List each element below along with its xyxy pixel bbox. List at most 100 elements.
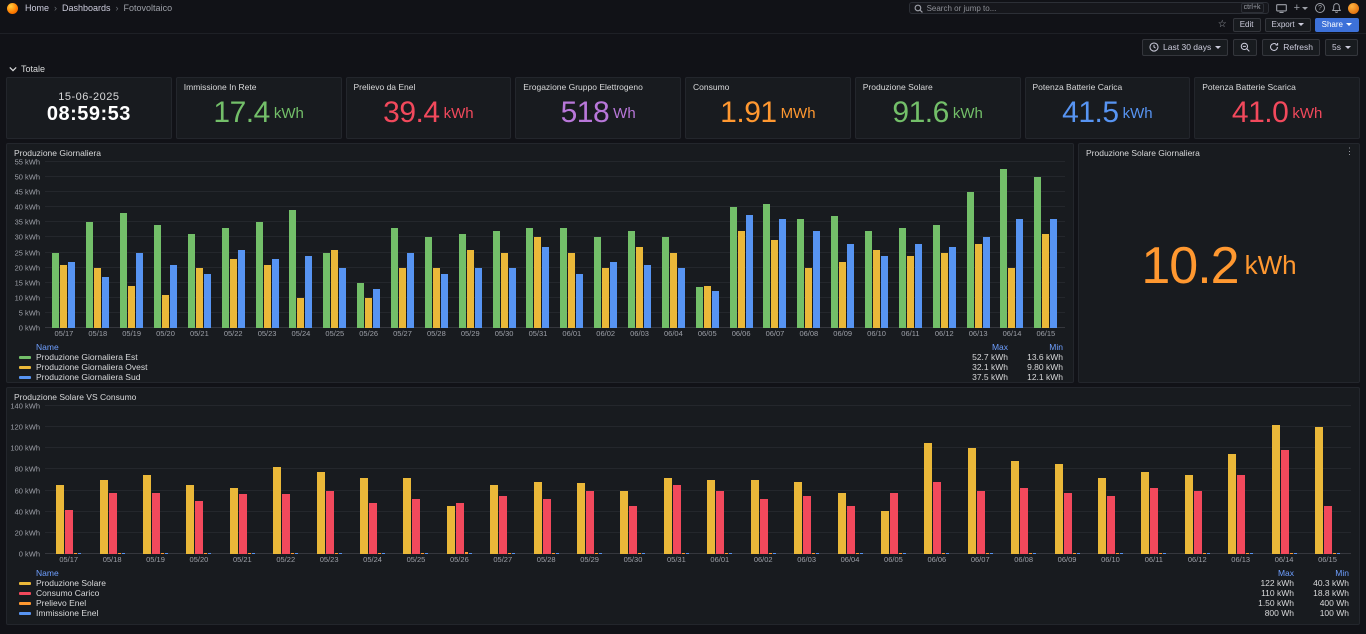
bar-group — [961, 162, 995, 328]
legend-row[interactable]: Immissione Enel800 Wh100 Wh — [19, 608, 1349, 618]
y-tick-label: 60 kWh — [15, 486, 40, 495]
x-tick-label: 06/06 — [915, 555, 958, 564]
chevron-down-icon — [1215, 46, 1221, 49]
legend-row[interactable]: Produzione Giornaliera Ovest32.1 kWh9.80… — [19, 362, 1063, 372]
export-button[interactable]: Export — [1265, 18, 1311, 32]
legend-series-name[interactable]: Produzione Giornaliera Ovest — [36, 362, 948, 372]
refresh-interval-select[interactable]: 5s — [1325, 39, 1358, 56]
grafana-logo-icon[interactable] — [7, 3, 18, 14]
legend-row[interactable]: Prelievo Enel1.50 kWh400 Wh — [19, 598, 1349, 608]
legend-row[interactable]: Produzione Giornaliera Est52.7 kWh13.6 k… — [19, 352, 1063, 362]
bar-group — [555, 162, 589, 328]
legend-series-name[interactable]: Produzione Giornaliera Est — [36, 352, 948, 362]
chevron-down-icon — [1346, 23, 1352, 26]
bar — [459, 234, 466, 328]
bar — [501, 253, 508, 328]
time-range-picker[interactable]: Last 30 days — [1142, 39, 1228, 56]
bar-group — [521, 162, 555, 328]
bar — [704, 286, 711, 328]
bar — [526, 228, 533, 328]
legend-series-name[interactable]: Produzione Giornaliera Sud — [36, 372, 948, 382]
legend-row[interactable]: Produzione Giornaliera Sud37.5 kWh12.1 k… — [19, 372, 1063, 382]
y-tick-label: 10 kWh — [15, 293, 40, 302]
add-panel-icon[interactable]: + — [1294, 2, 1308, 14]
bar — [933, 482, 941, 554]
y-tick-label: 20 kWh — [15, 528, 40, 537]
legend-row[interactable]: Produzione Solare122 kWh40.3 kWh — [19, 578, 1349, 588]
bar — [508, 553, 511, 554]
x-tick-label: 06/15 — [1306, 555, 1349, 564]
zoom-out-button[interactable] — [1233, 39, 1257, 56]
search-box[interactable]: ctrl+k — [909, 2, 1269, 14]
breadcrumb-dashboards[interactable]: Dashboards — [62, 3, 111, 13]
bar — [317, 472, 325, 554]
bar — [1272, 425, 1280, 554]
bar — [509, 268, 516, 328]
legend-series-name[interactable]: Prelievo Enel — [36, 598, 1234, 608]
bar — [102, 277, 109, 328]
bar — [933, 225, 940, 328]
bar — [433, 268, 440, 328]
bar — [805, 268, 812, 328]
help-icon[interactable]: ? — [1315, 3, 1325, 13]
search-input[interactable] — [927, 4, 1237, 13]
bar — [696, 287, 703, 328]
x-tick-label: 05/26 — [438, 555, 481, 564]
bar — [1077, 553, 1080, 554]
legend-row[interactable]: Consumo Carico110 kWh18.8 kWh — [19, 588, 1349, 598]
y-axis: 0 kWh20 kWh40 kWh60 kWh80 kWh100 kWh120 … — [11, 406, 45, 554]
row-header-totale[interactable]: Totale — [0, 60, 1366, 77]
bar — [118, 553, 121, 554]
bar — [881, 511, 889, 554]
bar — [1029, 553, 1032, 554]
favorite-star-icon[interactable]: ☆ — [1218, 19, 1227, 30]
legend-series-name[interactable]: Consumo Carico — [36, 588, 1234, 598]
bar-group — [959, 406, 1002, 554]
bar — [899, 228, 906, 328]
screen-share-icon[interactable] — [1276, 4, 1287, 13]
bar — [412, 499, 420, 554]
breadcrumb-home[interactable]: Home — [25, 3, 49, 13]
panel-title[interactable]: Produzione Solare VS Consumo — [7, 388, 1359, 403]
legend-series-name[interactable]: Produzione Solare — [36, 578, 1234, 588]
y-tick-label: 45 kWh — [15, 188, 40, 197]
bar — [1033, 553, 1036, 554]
y-tick-label: 25 kWh — [15, 248, 40, 257]
bar — [560, 228, 567, 328]
bottom-row: Produzione Solare VS Consumo 0 kWh20 kWh… — [0, 383, 1366, 629]
legend-swatch-icon — [19, 356, 31, 359]
y-axis: 0 kWh5 kWh10 kWh15 kWh20 kWh25 kWh30 kWh… — [11, 162, 45, 328]
bar — [421, 553, 424, 554]
bar — [1011, 461, 1019, 554]
bar — [78, 553, 81, 554]
panel-potenza-batterie-scarica: Potenza Batterie Scarica 41.0kWh — [1194, 77, 1360, 139]
bar — [1228, 454, 1236, 554]
chevron-down-icon — [1298, 23, 1304, 26]
legend-series-name[interactable]: Immissione Enel — [36, 608, 1234, 618]
legend-series-min: 40.3 kWh — [1294, 578, 1349, 588]
panel-produzione-solare-vs-consumo: Produzione Solare VS Consumo 0 kWh20 kWh… — [6, 387, 1360, 625]
bar — [594, 237, 601, 328]
stat-value: 17.4kWh — [177, 88, 341, 138]
edit-button[interactable]: Edit — [1233, 18, 1261, 32]
panel-title[interactable]: Produzione Giornaliera — [7, 144, 1073, 159]
panel-menu-icon[interactable]: ⋮ — [1345, 146, 1354, 157]
bar-group — [182, 162, 216, 328]
bar — [975, 244, 982, 329]
notifications-bell-icon[interactable] — [1332, 3, 1341, 13]
bar-group — [318, 162, 352, 328]
x-tick-label: 05/28 — [419, 329, 453, 338]
bar — [534, 237, 541, 328]
bar — [642, 553, 645, 554]
x-tick-label: 05/22 — [264, 555, 307, 564]
bar — [838, 493, 846, 554]
bar — [967, 192, 974, 328]
share-button[interactable]: Share — [1315, 18, 1359, 32]
row-title: Totale — [21, 64, 45, 74]
user-avatar[interactable] — [1348, 3, 1359, 14]
bar — [456, 503, 464, 554]
refresh-button[interactable]: Refresh — [1262, 39, 1320, 56]
bar-chart: 0 kWh20 kWh40 kWh60 kWh80 kWh100 kWh120 … — [7, 403, 1359, 564]
bar — [577, 483, 585, 554]
x-tick-label: 06/14 — [1262, 555, 1305, 564]
